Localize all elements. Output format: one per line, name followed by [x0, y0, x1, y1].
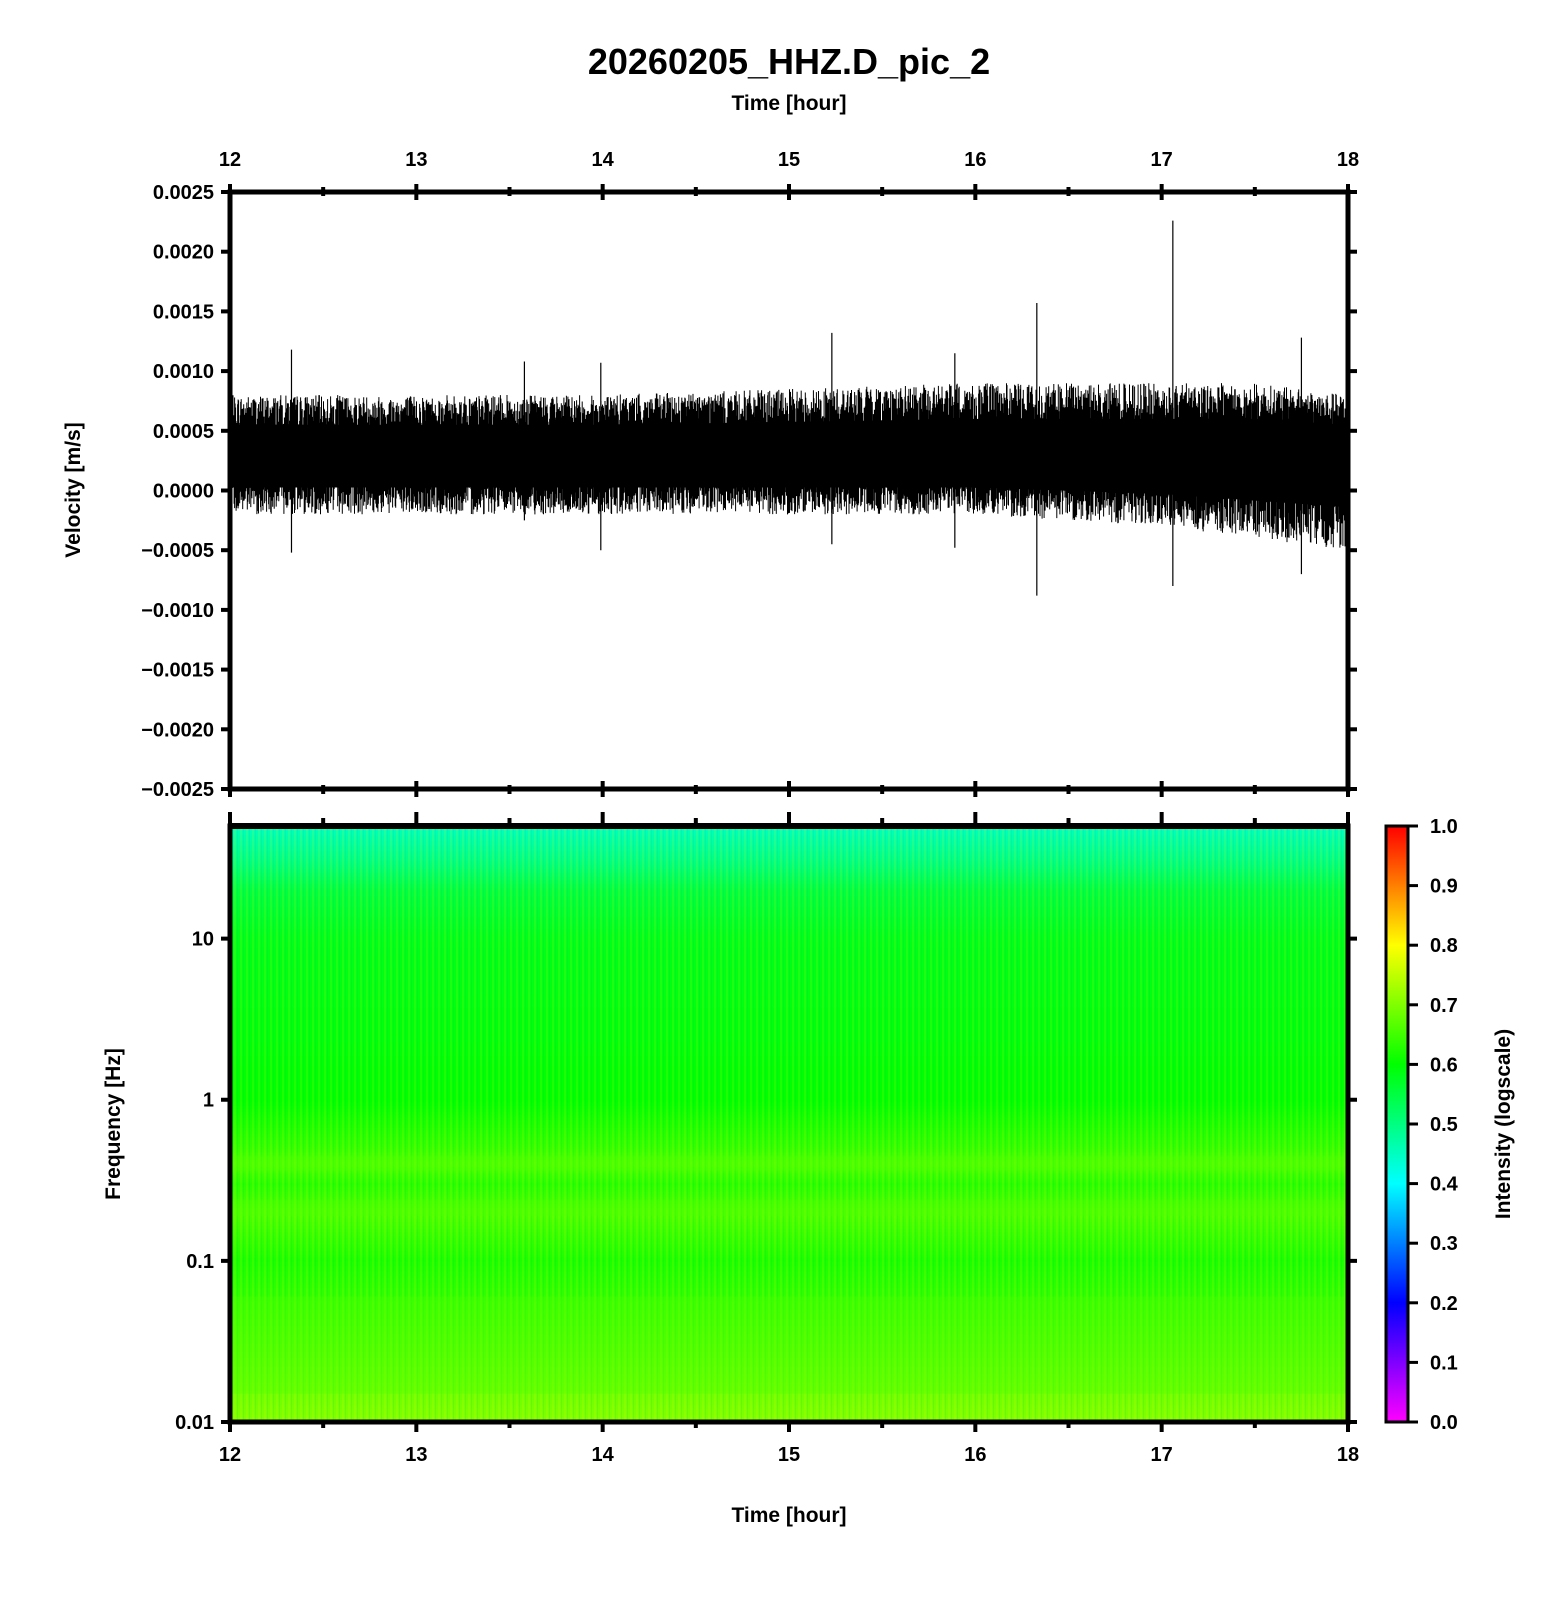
colorbar-tick-label: 0.5	[1430, 1114, 1458, 1136]
top-x-tick-label: 17	[1151, 149, 1173, 171]
colorbar-gradient	[1386, 826, 1408, 1422]
y-tick-label: −0.0025	[141, 779, 214, 801]
spectrogram-band-3	[230, 1296, 1348, 1394]
y-tick-label: −0.0015	[141, 660, 214, 682]
waveform-panel: 12 13 14 15 16 17 18 0.00250.00200.00150.00100…	[62, 149, 1359, 826]
y-tick-label: 0.0000	[153, 481, 214, 503]
bottom-x-tick-label: 13	[405, 1444, 427, 1466]
top-x-axis-label: Time [hour]	[731, 92, 846, 115]
colorbar: 1.0 0.9 0.8 0.7 0.6 0.5 0.4 0.3 0.2 0.1 0.0 Intens…	[1384, 816, 1515, 1434]
waveform-core	[230, 418, 1348, 508]
y-tick-label: 0.0010	[153, 361, 214, 383]
y-tick-label: 0.0005	[153, 421, 214, 443]
spectrogram-texture	[230, 826, 1348, 1422]
spectrogram-band-2	[230, 1199, 1348, 1216]
colorbar-tick-label: 0.7	[1430, 995, 1458, 1017]
bottom-x-tick-label: 15	[778, 1444, 800, 1466]
y-tick-label: −0.0020	[141, 719, 214, 741]
colorbar-tick-label: 0.1	[1430, 1352, 1458, 1374]
waveform-trace	[230, 383, 1348, 548]
colorbar-tick-label: 1.0	[1430, 816, 1458, 838]
spectrogram-panel: 12 13 14 15 16 17 18 10 1 0.1 0.01 Frequency [Hz]…	[102, 823, 1359, 1527]
colorbar-tick-label: 0.9	[1430, 876, 1458, 898]
top-x-tick-label: 18	[1337, 149, 1359, 171]
frequency-tick-label: 10	[192, 929, 214, 951]
bottom-x-tick-label: 14	[592, 1444, 615, 1466]
spectrogram-band-1	[230, 1155, 1348, 1172]
bottom-x-axis-label: Time [hour]	[731, 1504, 846, 1527]
spectrogram-x-ticks: 12 13 14 15 16 17 18	[219, 1422, 1359, 1466]
y-tick-label: −0.0005	[141, 540, 214, 562]
top-x-tick-label: 16	[964, 149, 986, 171]
y-tick-label: 0.0020	[153, 242, 214, 264]
top-x-tick-label: 14	[592, 149, 615, 171]
frequency-axis-label: Frequency [Hz]	[102, 1048, 125, 1200]
spectrogram-bands	[230, 1155, 1348, 1394]
waveform-spikes	[290, 220, 1303, 596]
colorbar-label: Intensity (logscale)	[1492, 1029, 1515, 1219]
frequency-tick-label: 0.01	[175, 1412, 214, 1434]
y-tick-label: −0.0010	[141, 600, 214, 622]
colorbar-tick-label: 0.4	[1430, 1174, 1459, 1196]
chart-title: 20260205_HHZ.D_pic_2	[588, 41, 990, 82]
colorbar-tick-label: 0.6	[1430, 1054, 1458, 1076]
colorbar-tick-label: 0.2	[1430, 1293, 1458, 1315]
top-x-tick-label: 15	[778, 149, 800, 171]
spectrogram-y-ticks: 10 1 0.1 0.01	[175, 929, 1357, 1434]
waveform-x-ticks: 12 13 14 15 16 17 18	[219, 149, 1359, 826]
colorbar-tick-label: 0.3	[1430, 1233, 1458, 1255]
bottom-x-tick-label: 12	[219, 1444, 241, 1466]
colorbar-tick-label: 0.8	[1430, 935, 1458, 957]
bottom-x-tick-label: 17	[1151, 1444, 1173, 1466]
y-tick-label: 0.0025	[153, 182, 214, 204]
top-x-tick-label: 13	[405, 149, 427, 171]
frequency-tick-label: 1	[203, 1090, 214, 1112]
colorbar-tick-label: 0.0	[1430, 1412, 1458, 1434]
frequency-tick-label: 0.1	[186, 1251, 214, 1273]
waveform-y-ticks: 0.0025 0.0020 0.0015 0.0010 0.0005 0.0000 −0.0…	[141, 182, 1357, 801]
bottom-x-tick-label: 16	[964, 1444, 986, 1466]
y-tick-label: 0.0015	[153, 301, 214, 323]
colorbar-ticks: 1.0 0.9 0.8 0.7 0.6 0.5 0.4 0.3 0.2 0.1 0.0	[1408, 816, 1459, 1434]
velocity-axis-label: Velocity [m/s]	[62, 422, 85, 557]
top-x-tick-label: 12	[219, 149, 241, 171]
bottom-x-tick-label: 18	[1337, 1444, 1359, 1466]
